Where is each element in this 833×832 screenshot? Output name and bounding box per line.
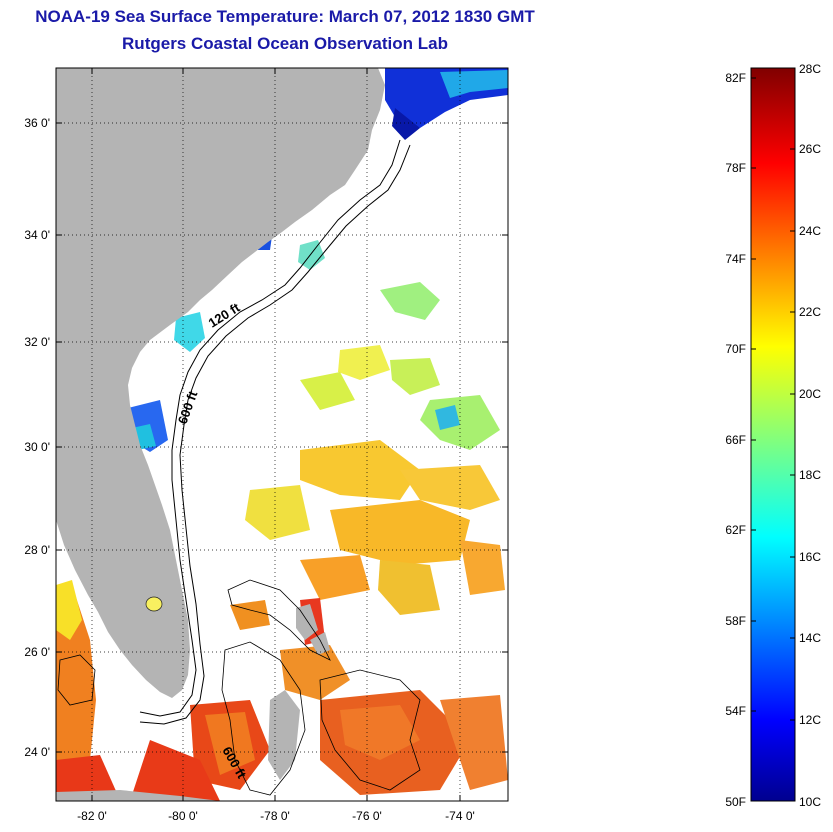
colorbar-c-label: 28C bbox=[799, 62, 821, 76]
map-frame bbox=[55, 67, 509, 802]
colorbar-ticks bbox=[751, 77, 795, 721]
lon-label: -78 0' bbox=[260, 809, 290, 823]
colorbar-f-label: 74F bbox=[725, 252, 746, 266]
colorbar-c-label: 26C bbox=[799, 142, 821, 156]
map-plot-area: 120 ft 600 ft 600 ft bbox=[56, 68, 508, 801]
colorbar-c-label: 18C bbox=[799, 468, 821, 482]
colorbar-f-label: 58F bbox=[725, 614, 746, 628]
bahamas-island bbox=[268, 690, 300, 780]
lake-okeechobee bbox=[145, 596, 163, 612]
land-mass bbox=[56, 68, 385, 698]
depth-contour-bank bbox=[319, 669, 421, 791]
cuba-coast bbox=[56, 790, 220, 801]
colorbar-gradient bbox=[750, 67, 796, 802]
colorbar-f-label: 82F bbox=[725, 71, 746, 85]
lat-label: 26 0' bbox=[24, 645, 50, 659]
lat-label: 24 0' bbox=[24, 745, 50, 759]
colorbar-f-label: 78F bbox=[725, 161, 746, 175]
colorbar-c-label: 16C bbox=[799, 550, 821, 564]
colorbar-f-label: 62F bbox=[725, 523, 746, 537]
colorbar-c-label: 24C bbox=[799, 224, 821, 238]
lat-label: 32 0' bbox=[24, 335, 50, 349]
map-grid bbox=[56, 68, 508, 801]
lat-label: 36 0' bbox=[24, 116, 50, 130]
colorbar-c-label: 20C bbox=[799, 387, 821, 401]
map-title: NOAA-19 Sea Surface Temperature: March 0… bbox=[35, 7, 535, 26]
map-subtitle: Rutgers Coastal Ocean Observation Lab bbox=[122, 34, 448, 53]
colorbar-f-label: 50F bbox=[725, 795, 746, 809]
latitude-labels: 36 0' 34 0' 32 0' 30 0' 28 0' 26 0' 24 0… bbox=[24, 116, 50, 759]
lat-label: 30 0' bbox=[24, 440, 50, 454]
sst-data-layer bbox=[56, 68, 508, 801]
colorbar-c-label: 14C bbox=[799, 631, 821, 645]
colorbar-c-label: 22C bbox=[799, 305, 821, 319]
lat-label: 34 0' bbox=[24, 228, 50, 242]
depth-contour-600ft bbox=[139, 144, 411, 725]
longitude-labels: -82 0' -80 0' -78 0' -76 0' -74 0' bbox=[77, 809, 475, 823]
colorbar-c-label: 10C bbox=[799, 795, 821, 809]
depth-contour-120ft bbox=[139, 139, 401, 717]
lon-label: -82 0' bbox=[77, 809, 107, 823]
colorbar-f-label: 54F bbox=[725, 704, 746, 718]
map-ticks bbox=[56, 68, 508, 801]
lon-label: -80 0' bbox=[168, 809, 198, 823]
colorbar-f-label: 70F bbox=[725, 342, 746, 356]
bahamas-island bbox=[296, 604, 318, 640]
colorbar: 82F 78F 74F 70F 66F 62F 58F 54F 50F 28C … bbox=[725, 62, 821, 809]
colorbar-f-label: 66F bbox=[725, 433, 746, 447]
lon-label: -74 0' bbox=[445, 809, 475, 823]
colorbar-c-label: 12C bbox=[799, 713, 821, 727]
lat-label: 28 0' bbox=[24, 543, 50, 557]
lon-label: -76 0' bbox=[352, 809, 382, 823]
